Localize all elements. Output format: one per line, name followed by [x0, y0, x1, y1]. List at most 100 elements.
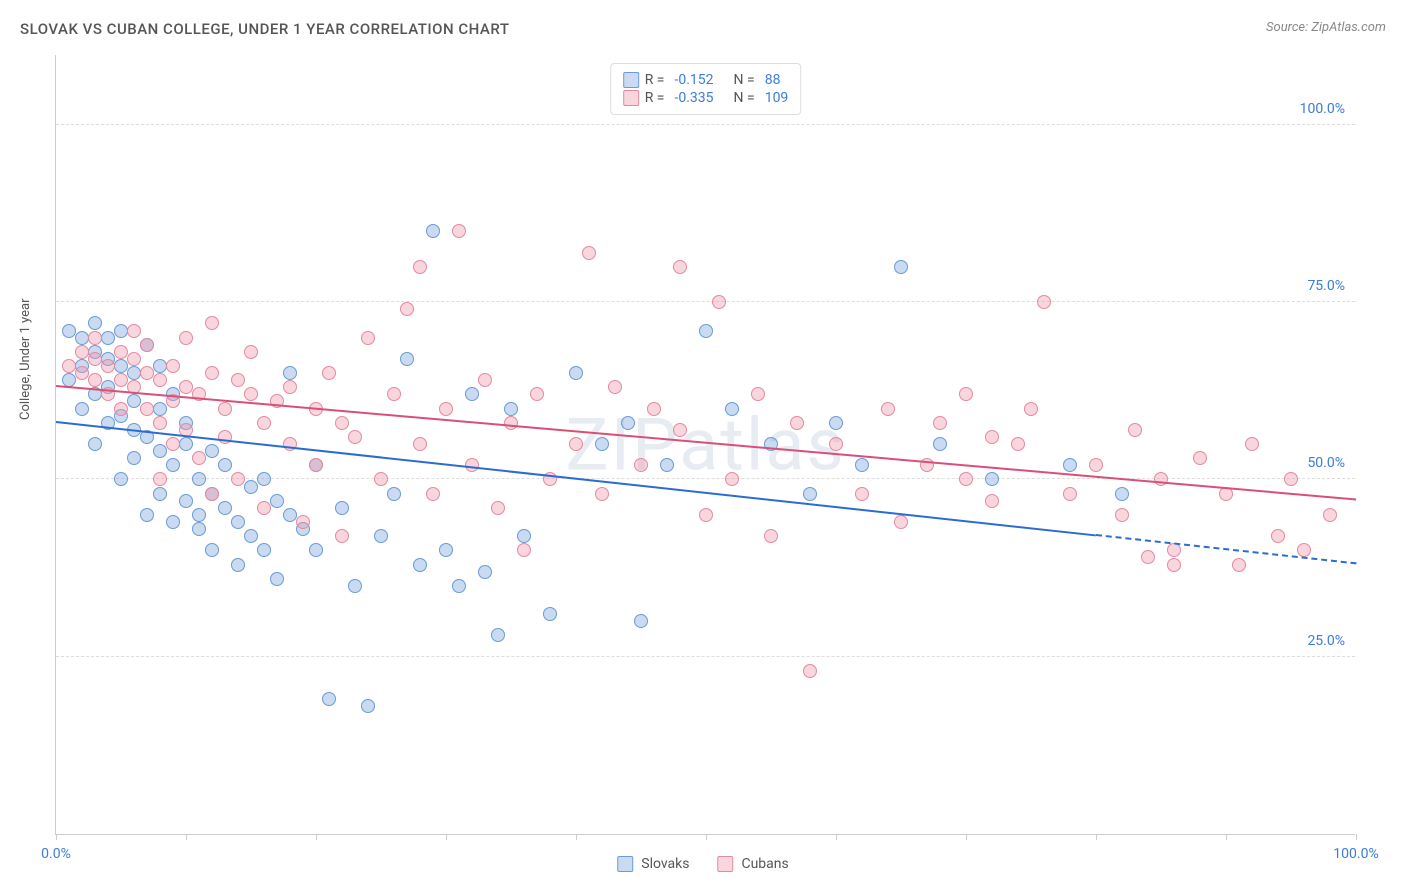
legend-swatch	[623, 72, 639, 88]
scatter-point-slovaks	[491, 628, 505, 642]
scatter-point-cubans	[413, 260, 427, 274]
scatter-point-cubans	[1193, 451, 1207, 465]
scatter-point-cubans	[166, 359, 180, 373]
legend-n-value: 109	[765, 90, 789, 106]
scatter-point-cubans	[647, 402, 661, 416]
scatter-point-slovaks	[153, 402, 167, 416]
scatter-point-cubans	[348, 430, 362, 444]
scatter-point-cubans	[1037, 295, 1051, 309]
scatter-point-slovaks	[257, 472, 271, 486]
legend-r-value: -0.152	[674, 72, 713, 88]
scatter-point-slovaks	[829, 416, 843, 430]
scatter-point-cubans	[153, 373, 167, 387]
scatter-point-cubans	[218, 402, 232, 416]
scatter-point-cubans	[608, 380, 622, 394]
scatter-point-slovaks	[595, 437, 609, 451]
scatter-point-cubans	[1167, 558, 1181, 572]
legend-series-item: Cubans	[717, 856, 788, 872]
scatter-point-cubans	[504, 416, 518, 430]
scatter-point-slovaks	[1063, 458, 1077, 472]
scatter-point-slovaks	[699, 324, 713, 338]
scatter-point-cubans	[1232, 558, 1246, 572]
scatter-point-slovaks	[114, 324, 128, 338]
x-tick	[576, 834, 577, 840]
scatter-point-cubans	[478, 373, 492, 387]
scatter-point-cubans	[153, 472, 167, 486]
scatter-point-cubans	[582, 246, 596, 260]
scatter-point-cubans	[127, 352, 141, 366]
scatter-point-slovaks	[244, 480, 258, 494]
scatter-point-slovaks	[803, 487, 817, 501]
scatter-point-cubans	[725, 472, 739, 486]
legend-series-label: Slovaks	[641, 856, 689, 872]
scatter-point-slovaks	[166, 458, 180, 472]
scatter-point-cubans	[1024, 402, 1038, 416]
x-tick	[836, 834, 837, 840]
scatter-point-slovaks	[439, 543, 453, 557]
scatter-point-cubans	[413, 437, 427, 451]
scatter-point-slovaks	[387, 487, 401, 501]
legend-series: Slovaks Cubans	[617, 856, 788, 872]
x-tick	[56, 834, 57, 840]
scatter-point-cubans	[530, 387, 544, 401]
scatter-point-cubans	[1063, 487, 1077, 501]
scatter-point-slovaks	[855, 458, 869, 472]
scatter-point-slovaks	[127, 394, 141, 408]
scatter-point-cubans	[1284, 472, 1298, 486]
scatter-point-cubans	[114, 402, 128, 416]
gridline-h	[56, 301, 1355, 302]
legend-r-label: R =	[645, 90, 665, 106]
scatter-point-slovaks	[426, 224, 440, 238]
legend-swatch	[623, 90, 639, 106]
scatter-point-cubans	[75, 345, 89, 359]
scatter-point-slovaks	[88, 437, 102, 451]
scatter-point-slovaks	[322, 692, 336, 706]
legend-n-value: 88	[765, 72, 781, 88]
x-tick	[1096, 834, 1097, 840]
scatter-point-slovaks	[218, 458, 232, 472]
scatter-point-cubans	[959, 472, 973, 486]
legend-series-label: Cubans	[741, 856, 788, 872]
scatter-point-cubans	[114, 373, 128, 387]
scatter-point-cubans	[244, 345, 258, 359]
scatter-point-slovaks	[140, 508, 154, 522]
scatter-point-slovaks	[192, 522, 206, 536]
scatter-point-slovaks	[348, 579, 362, 593]
scatter-point-cubans	[699, 508, 713, 522]
scatter-point-cubans	[959, 387, 973, 401]
scatter-point-cubans	[62, 359, 76, 373]
legend-stat-row: R =-0.152N =88	[623, 72, 789, 88]
scatter-point-cubans	[829, 437, 843, 451]
y-tick-label: 50.0%	[1307, 455, 1345, 471]
source-label: Source: ZipAtlas.com	[1266, 20, 1386, 35]
scatter-point-slovaks	[231, 558, 245, 572]
x-tick	[446, 834, 447, 840]
scatter-point-cubans	[426, 487, 440, 501]
scatter-point-cubans	[322, 366, 336, 380]
scatter-point-cubans	[244, 387, 258, 401]
scatter-point-cubans	[673, 260, 687, 274]
scatter-point-slovaks	[192, 472, 206, 486]
scatter-point-slovaks	[335, 501, 349, 515]
scatter-point-cubans	[491, 501, 505, 515]
scatter-point-slovaks	[361, 699, 375, 713]
y-axis-label: College, Under 1 year	[18, 298, 33, 420]
scatter-point-cubans	[595, 487, 609, 501]
scatter-point-slovaks	[1115, 487, 1129, 501]
chart-title: SLOVAK VS CUBAN COLLEGE, UNDER 1 YEAR CO…	[20, 20, 509, 38]
x-tick	[316, 834, 317, 840]
scatter-point-cubans	[283, 380, 297, 394]
scatter-point-cubans	[1089, 458, 1103, 472]
scatter-point-slovaks	[309, 543, 323, 557]
scatter-point-slovaks	[400, 352, 414, 366]
scatter-point-cubans	[140, 366, 154, 380]
scatter-point-cubans	[140, 402, 154, 416]
scatter-point-slovaks	[153, 487, 167, 501]
x-tick	[186, 834, 187, 840]
scatter-point-cubans	[231, 373, 245, 387]
x-tick	[966, 834, 967, 840]
scatter-point-cubans	[257, 501, 271, 515]
scatter-point-slovaks	[101, 331, 115, 345]
scatter-point-cubans	[257, 416, 271, 430]
scatter-point-cubans	[803, 664, 817, 678]
